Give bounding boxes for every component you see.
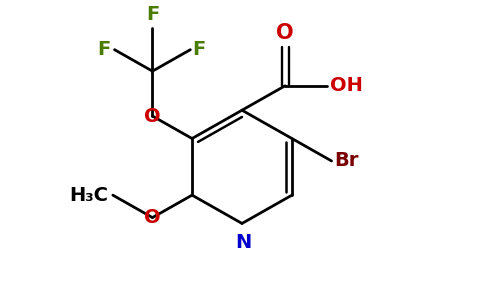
Text: O: O	[276, 23, 294, 43]
Text: Br: Br	[334, 152, 359, 170]
Text: O: O	[144, 208, 161, 227]
Text: F: F	[97, 40, 110, 59]
Text: H₃C: H₃C	[69, 186, 108, 205]
Text: OH: OH	[330, 76, 363, 95]
Text: N: N	[235, 233, 251, 252]
Text: F: F	[146, 5, 159, 24]
Text: O: O	[144, 106, 161, 126]
Text: F: F	[192, 40, 206, 59]
